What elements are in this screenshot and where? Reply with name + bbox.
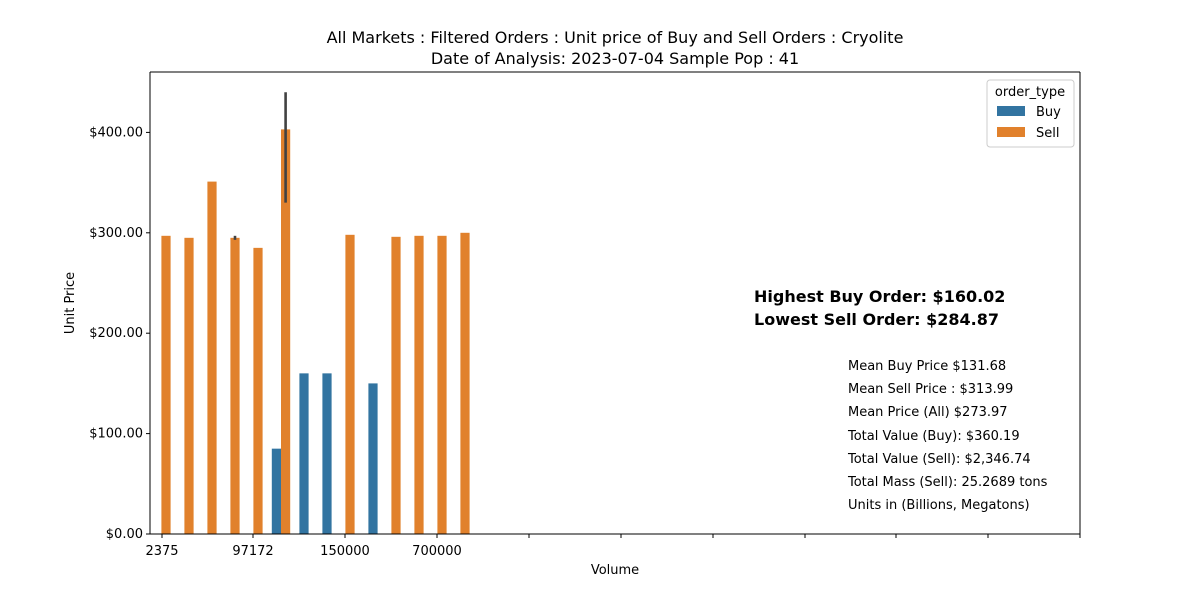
stat-mean-sell: Mean Sell Price : $313.99 [848, 382, 1014, 397]
legend-swatch-sell [997, 127, 1025, 137]
x-tick-label-2: 150000 [320, 544, 370, 559]
y-tick-label-0: $0.00 [106, 527, 143, 542]
bar-buy-7 [322, 373, 332, 534]
stat-mean-all: Mean Price (All) $273.97 [848, 405, 1008, 420]
bar-sell-8 [345, 234, 355, 535]
highest-buy-annotation: Highest Buy Order: $160.02 [754, 287, 1006, 306]
legend-label-sell: Sell [1036, 126, 1059, 141]
bar-buy-6 [299, 373, 309, 534]
bar-buy-5 [271, 448, 281, 534]
stat-total-mass-sell: Total Mass (Sell): 25.2689 tons [848, 475, 1048, 490]
y-tick-label-2: $200.00 [89, 326, 143, 341]
bar-sell-12 [437, 235, 447, 534]
bar-sell-1 [184, 237, 194, 534]
lowest-sell-annotation: Lowest Sell Order: $284.87 [754, 310, 1000, 329]
x-tick-label-1: 97172 [232, 544, 273, 559]
stat-mean-buy: Mean Buy Price $131.68 [848, 359, 1007, 374]
stat-units-note: Units in (Billions, Megatons) [848, 498, 1030, 513]
legend-title: order_type [995, 85, 1065, 100]
bar-sell-11 [414, 235, 424, 534]
bar-buy-9 [368, 383, 378, 534]
stat-total-value-sell: Total Value (Sell): $2,346.74 [848, 452, 1031, 467]
bar-sell-2 [207, 181, 217, 534]
plot-area: $0.00 $100.00 $200.00 $300.00 $400.00 2375 971… [89, 71, 1081, 559]
bar-sell-4 [253, 247, 263, 535]
bar-sell-10 [391, 236, 401, 535]
x-axis-label: Volume [591, 563, 639, 578]
y-axis-label: Unit Price [63, 272, 78, 334]
bar-sell-5 [281, 129, 291, 534]
x-tick-label-3: 700000 [412, 544, 462, 559]
chart-title: All Markets : Filtered Orders : Unit pri… [327, 28, 904, 47]
legend: order_type Buy Sell [986, 79, 1075, 148]
y-tick-label-3: $300.00 [89, 226, 143, 241]
chart-subtitle: Date of Analysis: 2023-07-04 Sample Pop … [431, 49, 799, 68]
bar-sell-13 [460, 232, 470, 535]
legend-swatch-buy [997, 106, 1025, 116]
stat-total-value-buy: Total Value (Buy): $360.19 [848, 429, 1020, 444]
bar-sell-0 [161, 235, 171, 534]
x-tick-label-0: 2375 [145, 544, 178, 559]
y-tick-label-4: $400.00 [89, 125, 143, 140]
bar-sell-3 [230, 237, 240, 534]
legend-label-buy: Buy [1036, 105, 1061, 120]
y-tick-label-1: $100.00 [89, 427, 143, 442]
